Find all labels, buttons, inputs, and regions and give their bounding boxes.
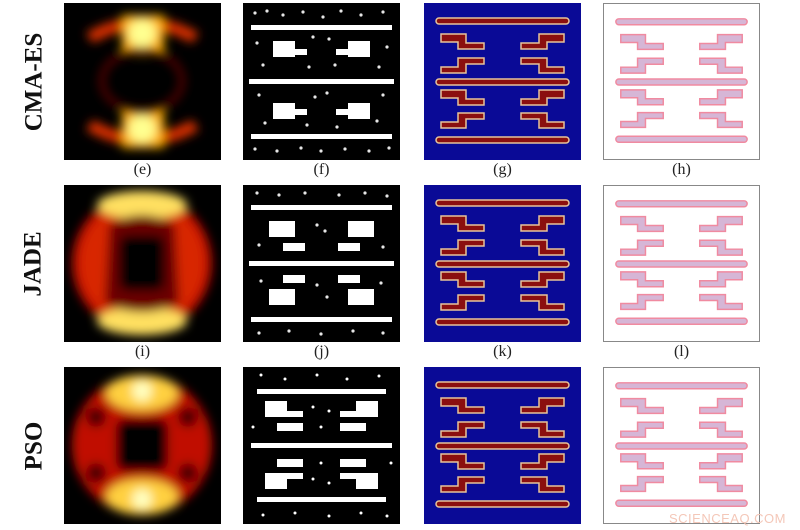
binary-pattern-f xyxy=(243,3,400,160)
caption-k: (k) xyxy=(493,343,512,360)
topology-field-pso xyxy=(424,367,581,524)
binary-pattern-pso xyxy=(243,367,400,524)
far-field-heatmap-e xyxy=(64,3,221,160)
watermark: SCIENCEAQ.COM xyxy=(668,511,786,526)
structure-outline-h xyxy=(603,3,760,160)
far-field-heatmap-pso xyxy=(64,367,221,524)
structure-outline-l xyxy=(603,185,760,342)
caption-g: (g) xyxy=(493,161,512,178)
far-field-heatmap-i xyxy=(64,185,221,342)
caption-e: (e) xyxy=(133,161,152,178)
caption-l: (l) xyxy=(673,343,690,360)
structure-outline-pso xyxy=(603,367,760,524)
caption-j: (j) xyxy=(313,343,330,360)
topology-field-g xyxy=(424,3,581,160)
caption-h: (h) xyxy=(672,161,691,178)
topology-field-k xyxy=(424,185,581,342)
caption-i: (i) xyxy=(134,343,151,360)
binary-pattern-j xyxy=(243,185,400,342)
caption-f: (f) xyxy=(313,161,330,178)
